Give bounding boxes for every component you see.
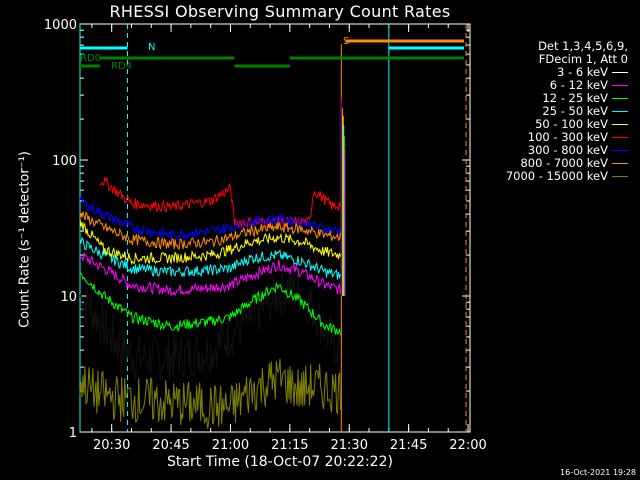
annotation-rd0: RD0 [80, 53, 101, 64]
legend-entry: 6 - 12 keV [480, 79, 628, 92]
legend-entry: 25 - 50 keV [480, 105, 628, 118]
legend-swatch [612, 72, 628, 73]
legend-swatch [612, 124, 628, 125]
x-tick-label: 22:00 [449, 438, 486, 453]
legend-entry: 3 - 6 keV [480, 66, 628, 79]
legend-entry: 100 - 300 keV [480, 131, 628, 144]
footer-date: 16-Oct-2021 19:28 [560, 468, 636, 477]
legend-entry: 7000 - 15000 keV [480, 170, 628, 183]
plot-frame [79, 23, 471, 433]
chart-title: RHESSI Observing Summary Count Rates [109, 2, 451, 21]
series-line [79, 219, 341, 266]
y-tick-label: 100 [52, 154, 77, 169]
legend-label: 3 - 6 keV [557, 65, 608, 79]
series-line [79, 210, 341, 250]
series-line [99, 176, 341, 229]
series-line [79, 236, 341, 280]
series-line [79, 252, 341, 297]
x-tick-label: 21:30 [331, 438, 368, 453]
legend-swatch [612, 85, 628, 86]
y-tick-label: 1 [69, 426, 77, 441]
legend-swatch [612, 176, 628, 177]
series-line [79, 266, 341, 382]
y-tick-label: 10 [60, 290, 77, 305]
x-tick-label: 21:15 [271, 438, 308, 453]
legend-label: 7000 - 15000 keV [505, 169, 608, 183]
legend-swatch [612, 98, 628, 99]
y-axis-label: Count Rate (s⁻¹ detector⁻¹) [17, 151, 33, 328]
legend-label: 800 - 7000 keV [520, 156, 608, 170]
x-tick-label: 20:30 [93, 438, 130, 453]
legend-swatch [612, 163, 628, 164]
legend-header-line1: Det 1,3,4,5,6,9, [538, 39, 628, 53]
annotation-n: N [148, 42, 155, 53]
legend-label: 12 - 25 keV [542, 91, 608, 105]
annotation-s: S [343, 36, 349, 47]
x-tick-label: 21:45 [390, 438, 427, 453]
annotation-rd4: RD4 [111, 61, 132, 72]
legend-label: 300 - 800 keV [527, 143, 608, 157]
x-tick-label: 20:45 [152, 438, 189, 453]
x-axis-label: Start Time (18-Oct-07 20:22:22) [167, 454, 393, 470]
series-line [79, 358, 342, 429]
x-tick-label: 21:00 [212, 438, 249, 453]
legend: Det 1,3,4,5,6,9, FDecim 1, Att 0 3 - 6 k… [480, 40, 628, 183]
legend-entry: 300 - 800 keV [480, 144, 628, 157]
legend-swatch [612, 111, 628, 112]
legend-swatch [612, 137, 628, 138]
legend-label: 50 - 100 keV [535, 117, 608, 131]
legend-swatch [612, 150, 628, 151]
y-tick-label: 1000 [44, 18, 77, 33]
legend-header-line2: FDecim 1, Att 0 [538, 52, 628, 66]
series-line [79, 272, 341, 336]
legend-label: 6 - 12 keV [549, 78, 608, 92]
legend-label: 100 - 300 keV [527, 130, 608, 144]
legend-entry: 50 - 100 keV [480, 118, 628, 131]
legend-entry: 800 - 7000 keV [480, 157, 628, 170]
legend-entry: 12 - 25 keV [480, 92, 628, 105]
legend-label: 25 - 50 keV [542, 104, 608, 118]
